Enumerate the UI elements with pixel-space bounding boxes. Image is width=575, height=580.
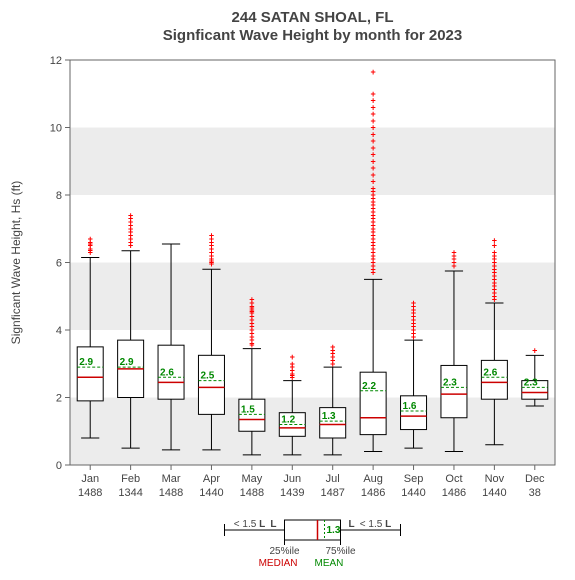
svg-text:12: 12: [50, 55, 62, 67]
svg-text:1440: 1440: [401, 487, 425, 499]
svg-text:MEDIAN: MEDIAN: [259, 558, 298, 569]
svg-text:1440: 1440: [482, 487, 506, 499]
svg-text:38: 38: [529, 487, 541, 499]
svg-text:4: 4: [56, 325, 62, 337]
svg-text:+: +: [88, 234, 93, 244]
svg-text:Nov: Nov: [485, 473, 505, 485]
svg-text:1.3: 1.3: [327, 525, 341, 536]
svg-text:Jun: Jun: [283, 473, 301, 485]
svg-text:May: May: [241, 473, 262, 485]
svg-text:0: 0: [56, 460, 62, 472]
svg-text:8: 8: [56, 190, 62, 202]
svg-text:Aug: Aug: [363, 473, 383, 485]
svg-text:25%ile: 25%ile: [269, 546, 299, 557]
svg-text:+: +: [330, 342, 335, 352]
svg-text:1.3: 1.3: [322, 411, 336, 422]
svg-text:+: +: [128, 210, 133, 220]
svg-text:L: L: [349, 519, 355, 530]
svg-text:Dec: Dec: [525, 473, 545, 485]
svg-text:Oct: Oct: [445, 473, 462, 485]
svg-text:+: +: [370, 67, 375, 77]
wave-height-boxplot-chart: { "title_line1": "244 SATAN SHOAL, FL", …: [0, 0, 575, 580]
svg-text:1.5: 1.5: [241, 404, 255, 415]
svg-text:1486: 1486: [442, 487, 466, 499]
svg-text:1.2: 1.2: [281, 415, 295, 426]
svg-text:2.9: 2.9: [79, 357, 93, 368]
svg-text:+: +: [249, 295, 254, 305]
svg-text:+: +: [411, 298, 416, 308]
svg-text:2.2: 2.2: [362, 381, 376, 392]
svg-text:< 1.5 L: < 1.5 L: [360, 519, 391, 530]
chart-title-2: Signficant Wave Height by month for 2023: [163, 27, 463, 44]
svg-text:1344: 1344: [118, 487, 142, 499]
y-axis-label: Signficant Wave Height, Hs (ft): [9, 181, 23, 345]
svg-text:1440: 1440: [199, 487, 223, 499]
svg-text:+: +: [290, 352, 295, 362]
svg-text:1488: 1488: [159, 487, 183, 499]
chart-svg: 244 SATAN SHOAL, FLSignficant Wave Heigh…: [0, 0, 575, 580]
svg-text:2.9: 2.9: [120, 357, 134, 368]
chart-title-1: 244 SATAN SHOAL, FL: [232, 9, 394, 26]
svg-text:Mar: Mar: [162, 473, 181, 485]
svg-text:1487: 1487: [320, 487, 344, 499]
svg-text:+: +: [451, 247, 456, 257]
svg-text:< 1.5 L: < 1.5 L: [234, 519, 265, 530]
svg-text:+: +: [532, 345, 537, 355]
svg-text:1.6: 1.6: [403, 401, 417, 412]
svg-text:1486: 1486: [361, 487, 385, 499]
svg-text:75%ile: 75%ile: [325, 546, 355, 557]
svg-text:Jan: Jan: [81, 473, 99, 485]
svg-text:2.6: 2.6: [483, 367, 497, 378]
svg-text:2.3: 2.3: [524, 377, 538, 388]
svg-text:6: 6: [56, 258, 62, 270]
svg-text:MEAN: MEAN: [315, 558, 344, 569]
svg-text:2: 2: [56, 393, 62, 405]
svg-text:1488: 1488: [78, 487, 102, 499]
svg-text:2.6: 2.6: [160, 367, 174, 378]
svg-text:Jul: Jul: [326, 473, 340, 485]
svg-text:Sep: Sep: [404, 473, 424, 485]
svg-text:2.5: 2.5: [200, 371, 214, 382]
svg-text:L: L: [270, 519, 276, 530]
svg-text:1488: 1488: [240, 487, 264, 499]
svg-text:10: 10: [50, 123, 62, 135]
svg-text:+: +: [492, 236, 497, 246]
svg-text:1439: 1439: [280, 487, 304, 499]
svg-text:+: +: [370, 89, 375, 99]
svg-text:Apr: Apr: [203, 473, 220, 485]
svg-text:+: +: [209, 231, 214, 241]
svg-text:2.3: 2.3: [443, 377, 457, 388]
svg-text:Feb: Feb: [121, 473, 140, 485]
